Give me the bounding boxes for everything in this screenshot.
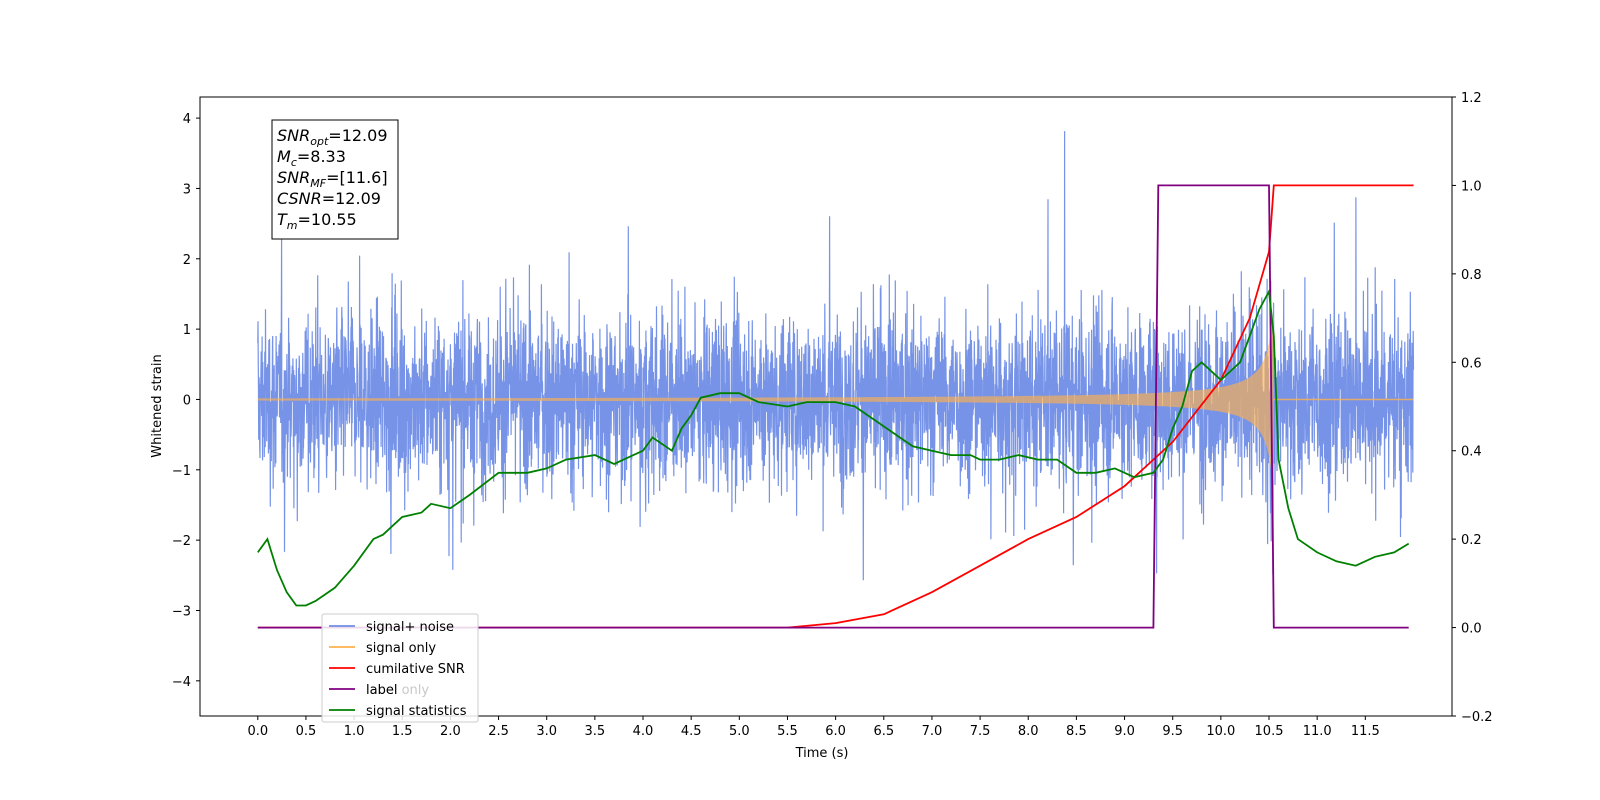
y-right-tick-label: 0.0 <box>1461 622 1482 637</box>
x-tick-label: 11.0 <box>1303 724 1332 739</box>
series-area-signal-only <box>257 315 1274 484</box>
annotation-subscript: opt <box>310 135 329 148</box>
y-right-tick-label: −0.2 <box>1461 710 1493 725</box>
annotation-box: SNRopt=12.09Mc=8.33SNRMF=[11.6]CSNR=12.0… <box>271 119 399 240</box>
y-axis-left: 4 3 2 1 0 −1 −2 −3 −4 <box>172 112 200 690</box>
x-tick-label: 1.5 <box>392 724 413 739</box>
x-tick-label: 9.0 <box>1114 724 1135 739</box>
x-tick-label: 10.5 <box>1255 724 1284 739</box>
legend-label: signal+ noise <box>366 620 454 635</box>
x-axis: 0.0 0.5 1.0 1.5 2.0 2.5 3.0 3.5 4.0 4.5 5.0 5.5 6.0 6… <box>247 716 1380 739</box>
y-right-tick-label: 0.4 <box>1461 445 1482 460</box>
y-axis-right: 1.2 1.0 0.8 0.6 0.4 0.2 0.0 −0.2 <box>1452 91 1493 725</box>
legend-label: label <box>366 683 397 698</box>
x-tick-label: 11.5 <box>1351 724 1380 739</box>
x-tick-label: 3.0 <box>536 724 557 739</box>
annotation-value: =10.55 <box>298 210 357 229</box>
legend-label: cumilative SNR <box>366 662 465 677</box>
x-tick-label: 6.0 <box>825 724 846 739</box>
y-right-tick-label: 0.6 <box>1461 356 1482 371</box>
annotation-line: Mc=8.33 <box>277 147 346 169</box>
y-right-tick-label: 1.2 <box>1461 91 1482 106</box>
annotation-line: Tm=10.55 <box>277 210 357 232</box>
series-line-signal-statistics <box>257 288 1410 607</box>
legend-ghost-label: label only <box>366 683 429 698</box>
y-right-tick-label: 0.8 <box>1461 268 1482 283</box>
legend-label: signal statistics <box>366 704 467 719</box>
y-left-tick-label: 2 <box>183 253 191 268</box>
annotation-line: SNRopt=12.09 <box>277 126 388 148</box>
annotation-value: =8.33 <box>297 147 346 166</box>
x-tick-label: 7.5 <box>970 724 991 739</box>
y-left-tick-label: 1 <box>183 323 191 338</box>
annotation-frame <box>271 119 399 240</box>
annotation-symbol: SNR <box>277 168 310 187</box>
annotation-line: SNRMF=[11.6] <box>277 168 388 190</box>
x-tick-label: 0.0 <box>247 724 268 739</box>
y-left-tick-label: −3 <box>172 604 191 619</box>
x-axis-label: Time (s) <box>795 746 849 761</box>
legend-label: signal only <box>366 641 436 656</box>
x-tick-label: 4.0 <box>633 724 654 739</box>
y-left-tick-label: −1 <box>172 464 191 479</box>
x-tick-label: 2.5 <box>488 724 509 739</box>
legend: label only signal+ noise signal only cumila… <box>321 613 479 723</box>
x-tick-label: 0.5 <box>296 724 317 739</box>
y-left-tick-label: −2 <box>172 534 191 549</box>
x-tick-label: 10.0 <box>1206 724 1235 739</box>
annotation-symbol: T <box>277 210 288 229</box>
x-tick-label: 9.5 <box>1162 724 1183 739</box>
x-tick-label: 3.5 <box>585 724 606 739</box>
x-tick-label: 8.5 <box>1066 724 1087 739</box>
y-right-tick-label: 0.2 <box>1461 533 1482 548</box>
annotation-subscript: c <box>291 156 297 169</box>
series-line-label <box>257 184 1409 629</box>
y-left-tick-label: 4 <box>183 112 191 127</box>
axes-frame <box>199 96 1453 717</box>
x-tick-label: 2.0 <box>440 724 461 739</box>
series-line-cumilative-snr <box>257 184 1414 629</box>
x-tick-label: 5.0 <box>729 724 750 739</box>
x-tick-label: 6.5 <box>873 724 894 739</box>
y-left-tick-label: −4 <box>172 675 191 690</box>
annotation-subscript: MF <box>310 177 326 190</box>
annotation-symbol: CSNR <box>277 189 322 208</box>
x-tick-label: 7.0 <box>922 724 943 739</box>
annotation-symbol: SNR <box>277 126 310 145</box>
annotation-value: =12.09 <box>322 189 381 208</box>
y-right-tick-label: 1.0 <box>1461 179 1482 194</box>
y-left-tick-label: 0 <box>183 393 191 408</box>
x-tick-label: 4.5 <box>681 724 702 739</box>
annotation-line: CSNR=12.09 <box>277 189 381 208</box>
annotation-value: =[11.6] <box>326 168 388 187</box>
legend-frame <box>321 613 479 723</box>
x-tick-label: 5.5 <box>777 724 798 739</box>
annotation-subscript: m <box>287 219 298 232</box>
plot-area <box>257 131 1415 629</box>
x-tick-label: 1.0 <box>344 724 365 739</box>
series-line-signal-plus-noise <box>257 131 1415 581</box>
x-tick-label: 8.0 <box>1018 724 1039 739</box>
y-axis-label: Whitened strain <box>150 354 165 457</box>
y-left-tick-label: 3 <box>183 182 191 197</box>
annotation-symbol: M <box>277 147 291 166</box>
annotation-value: =12.09 <box>328 126 387 145</box>
